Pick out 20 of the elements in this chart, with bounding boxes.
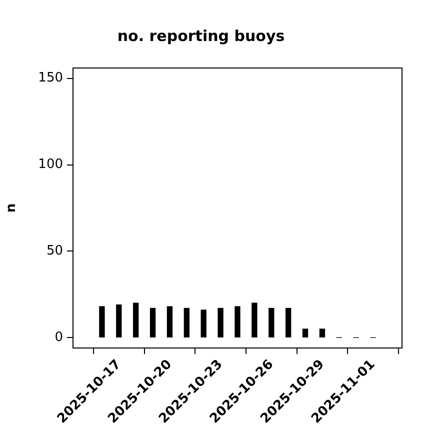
bar [234,306,240,338]
y-tick-label: 150 [38,70,63,86]
bar [184,308,190,338]
bar [252,302,258,338]
bar [166,306,173,338]
bar [99,306,105,338]
bar [200,310,206,338]
chart-title: no. reporting buoys [117,26,285,45]
bar [133,302,139,338]
bar [319,328,326,338]
bar [150,308,156,338]
bar [286,308,292,338]
bar [302,328,308,338]
bar [116,304,122,338]
y-axis-title: n [4,203,20,213]
bar [218,308,224,338]
y-tick-label: 100 [38,157,63,172]
y-tick-label: 0 [54,330,63,346]
y-tick-label: 50 [46,244,63,259]
bar [268,308,274,338]
